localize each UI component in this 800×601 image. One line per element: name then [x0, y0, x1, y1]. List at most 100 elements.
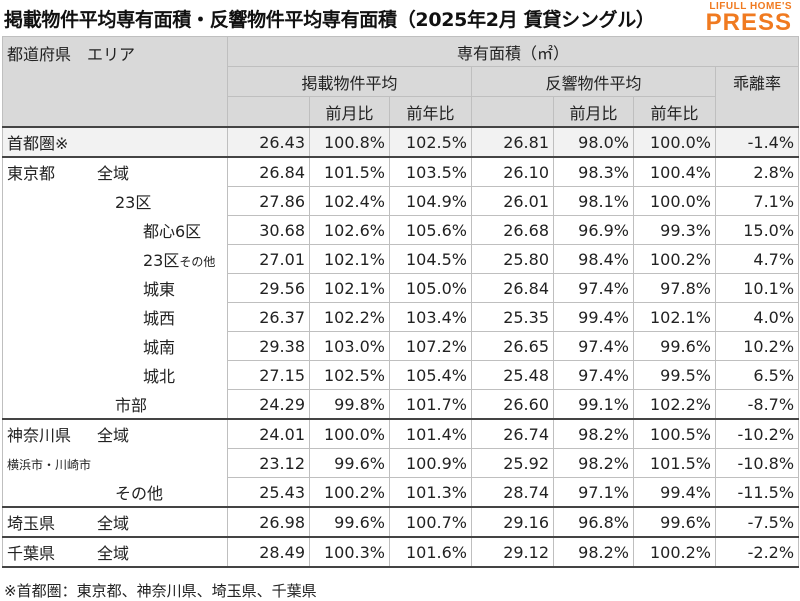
area-label: 23区 — [115, 193, 152, 212]
listed-yoy-cell: 105.6% — [389, 215, 472, 245]
region-cell: 城北 — [2, 360, 228, 390]
inquiry-mom-cell: 98.2% — [553, 418, 634, 449]
inquiry-mom-cell: 97.4% — [553, 273, 634, 303]
listed-cell: 29.38 — [227, 331, 310, 361]
divergence-cell: -2.2% — [714, 536, 800, 567]
divergence-cell: -8.7% — [714, 389, 800, 419]
listed-yoy-cell: 102.5% — [389, 126, 472, 157]
listed-yoy-cell: 100.9% — [389, 448, 472, 478]
inquiry-yoy-cell: 101.5% — [633, 448, 716, 478]
area-label: 全域 — [97, 514, 130, 533]
inquiry-mom-cell: 97.4% — [553, 331, 634, 361]
listed-mom-cell: 102.1% — [309, 273, 390, 303]
logo-top-text: LIFULL HOME'S — [709, 1, 792, 12]
area-label: 横浜市・川崎市 — [7, 457, 92, 472]
area-label: 市部 — [115, 395, 148, 415]
listed-yoy-cell: 101.6% — [389, 536, 472, 567]
table-row: 城南 29.38 103.0% 107.2% 26.65 97.4% 99.6% 10.2% — [2, 331, 800, 361]
inquiry-yoy-cell: 99.6% — [633, 506, 716, 537]
divergence-header: 乖離率 — [714, 66, 800, 128]
listed-cell: 25.43 — [227, 477, 310, 507]
area-table: 都道府県 エリア 専有面積（㎡） 掲載物件平均 反響物件平均 乖離率 前月比 前… — [2, 36, 800, 568]
inquiry-cell: 26.81 — [471, 126, 554, 157]
divergence-cell: 4.0% — [714, 302, 800, 332]
table-row: 千葉県 全域 28.49 100.3% 101.6% 29.12 98.2% 100.2% -2… — [2, 536, 800, 567]
inquiry-cell: 26.74 — [471, 418, 554, 449]
inquiry-yoy-cell: 99.6% — [633, 331, 716, 361]
inquiry-yoy-cell: 100.0% — [633, 186, 716, 216]
inquiry-cell: 26.65 — [471, 331, 554, 361]
region-cell: 埼玉県 全域 — [2, 506, 228, 537]
area-label: 城西 — [143, 309, 176, 328]
inquiry-yoy-cell: 102.1% — [633, 302, 716, 332]
inquiry-yoy-cell: 102.2% — [633, 389, 716, 419]
listed-mom-cell: 102.6% — [309, 215, 390, 245]
logo: LIFULL HOME'S PRESS — [706, 1, 792, 35]
prefecture-label: 東京都 — [7, 164, 56, 184]
region-cell: 横浜市・川崎市 — [2, 448, 228, 478]
region-cell: 神奈川県 全域 — [2, 418, 228, 449]
inquiry-cell: 25.35 — [471, 302, 554, 332]
divergence-cell: -11.5% — [714, 477, 800, 507]
inquiry-mom-cell: 98.0% — [553, 126, 634, 157]
inquiry-mom-cell: 99.1% — [553, 389, 634, 419]
inquiry-cell: 25.80 — [471, 244, 554, 274]
table-row: 城北 27.15 102.5% 105.4% 25.48 97.4% 99.5% 6.5% — [2, 360, 800, 390]
inquiry-yoy-cell: 99.3% — [633, 215, 716, 245]
region-cell: 千葉県 全域 — [2, 536, 228, 567]
region-header: 都道府県 エリア — [2, 36, 228, 128]
inquiry-mom-cell: 98.2% — [553, 536, 634, 567]
divergence-cell: -10.2% — [714, 418, 800, 449]
divergence-cell: -7.5% — [714, 506, 800, 537]
divergence-cell: -1.4% — [714, 126, 800, 157]
listed-mom-cell: 100.8% — [309, 126, 390, 157]
listed-yoy-cell: 100.7% — [389, 506, 472, 537]
region-cell: 都心6区 — [2, 215, 228, 245]
inquiry-mom-cell: 99.4% — [553, 302, 634, 332]
page-title: 掲載物件平均専有面積・反響物件平均専有面積（2025年2月 賃貸シングル） — [4, 9, 655, 31]
inquiry-cell: 25.48 — [471, 360, 554, 390]
region-cell: 城西 — [2, 302, 228, 332]
listed-cell: 26.37 — [227, 302, 310, 332]
header: 掲載物件平均専有面積・反響物件平均専有面積（2025年2月 賃貸シングル） LI… — [0, 0, 800, 36]
listed-mom-cell: 103.0% — [309, 331, 390, 361]
inquiry-cell: 26.10 — [471, 156, 554, 187]
area-unit-header: 専有面積（㎡） — [226, 36, 800, 67]
area-label: 城北 — [143, 367, 176, 386]
inquiry-mom-cell: 98.2% — [553, 448, 634, 478]
region-cell: 23区 — [2, 186, 228, 216]
area-label: 全域 — [97, 164, 130, 184]
area-label: 23区 — [143, 251, 180, 270]
header-row-1: 都道府県 エリア 専有面積（㎡） — [2, 36, 800, 128]
listed-mom-header: 前月比 — [309, 96, 390, 127]
table-row: 横浜市・川崎市 23.12 99.6% 100.9% 25.92 98.2% 101.5% -… — [2, 448, 800, 478]
prefecture-label: 千葉県 — [7, 544, 56, 563]
area-label: 全域 — [97, 544, 130, 563]
listed-yoy-cell: 101.7% — [389, 389, 472, 419]
listed-yoy-cell: 105.0% — [389, 273, 472, 303]
inquiry-cell: 25.92 — [471, 448, 554, 478]
listed-yoy-cell: 103.5% — [389, 156, 472, 187]
listed-cell: 28.49 — [227, 536, 310, 567]
listed-mom-cell: 102.5% — [309, 360, 390, 390]
listed-mom-cell: 99.8% — [309, 389, 390, 419]
inquiry-yoy-cell: 100.5% — [633, 418, 716, 449]
inquiry-yoy-cell: 99.5% — [633, 360, 716, 390]
table-row: 神奈川県 全域 24.01 100.0% 101.4% 26.74 98.2% 100.5% -… — [2, 418, 800, 449]
divergence-cell: 10.1% — [714, 273, 800, 303]
inquiry-mom-cell: 97.1% — [553, 477, 634, 507]
prefecture-label: 首都圏※ — [7, 134, 69, 153]
inquiry-yoy-cell: 100.0% — [633, 126, 716, 157]
listed-cell: 30.68 — [227, 215, 310, 245]
listed-mom-cell: 100.0% — [309, 418, 390, 449]
area-label: 都心6区 — [143, 222, 202, 241]
inquiry-mom-cell: 96.9% — [553, 215, 634, 245]
inquiry-cell: 26.84 — [471, 273, 554, 303]
area-sub-label: その他 — [179, 255, 216, 269]
header-row-2: 掲載物件平均 反響物件平均 乖離率 — [3, 66, 800, 128]
area-label: 城東 — [143, 280, 176, 299]
area-label: 城南 — [143, 338, 176, 357]
listed-cell: 26.98 — [227, 506, 310, 537]
inquiry-yoy-header: 前年比 — [633, 96, 716, 127]
inquiry-mom-header: 前月比 — [553, 96, 634, 127]
